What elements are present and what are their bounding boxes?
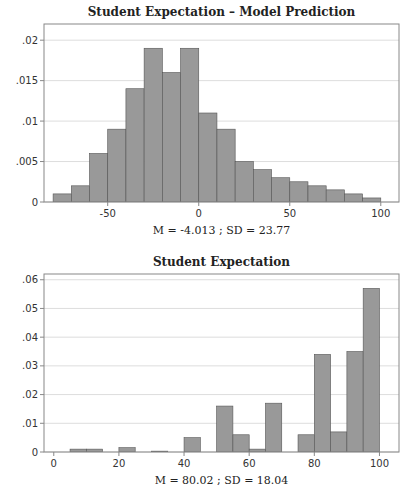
y-tick (40, 423, 44, 424)
x-tick (198, 202, 199, 206)
bar (217, 129, 235, 202)
bar (347, 352, 363, 452)
bar (119, 448, 135, 452)
y-tick-label: .04 (22, 332, 38, 343)
grid-line (44, 279, 399, 280)
y-tick (40, 202, 44, 203)
y-tick (40, 40, 44, 41)
y-tick-label: .02 (22, 35, 38, 46)
figure: 0 .005 .01 .015 .02 -50 0 50 100 Student Expectat… (0, 0, 411, 500)
x-tick (53, 452, 54, 456)
bar (108, 129, 126, 202)
bar (253, 170, 271, 202)
x-tick-label: -50 (100, 208, 116, 219)
y-tick (40, 279, 44, 280)
bar (126, 89, 144, 202)
bar (314, 354, 330, 452)
bar (217, 406, 233, 452)
plot-frame (44, 274, 399, 452)
bar (144, 48, 162, 202)
y-tick (40, 365, 44, 366)
x-tick-label: 50 (283, 208, 296, 219)
bar (308, 186, 326, 202)
x-tick-label: 80 (308, 458, 321, 469)
grid-line (44, 121, 399, 122)
panel: 0 .01 .02 .03 .04 .05 .06 0 20 40 60 80 100 Student E… (22, 255, 399, 487)
bars (53, 48, 381, 202)
x-tick-label: 100 (371, 208, 390, 219)
y-tick-label: 0 (32, 197, 38, 208)
bar (233, 435, 249, 452)
x-axis-label: M = 80.02 ; SD = 18.04 (155, 474, 289, 487)
bar (331, 432, 347, 452)
x-tick (249, 452, 250, 456)
panel: 0 .005 .01 .015 .02 -50 0 50 100 Student Expectat… (16, 5, 399, 237)
bar (184, 438, 200, 452)
plot-frame (44, 24, 399, 202)
x-tick (314, 452, 315, 456)
y-tick (40, 337, 44, 338)
y-tick (40, 80, 44, 81)
x-tick-label: 40 (178, 458, 191, 469)
x-tick-label: 100 (370, 458, 389, 469)
y-tick-label: 0 (32, 447, 38, 458)
bar (53, 194, 71, 202)
y-tick-label: .01 (22, 116, 38, 127)
grid-line (44, 394, 399, 395)
x-tick-label: 0 (51, 458, 57, 469)
bar (363, 198, 381, 202)
y-tick (40, 161, 44, 162)
y-tick-label: .02 (22, 389, 38, 400)
bar (290, 182, 308, 202)
bar (265, 403, 281, 452)
bar (298, 435, 314, 452)
y-tick-label: .03 (22, 360, 38, 371)
x-tick (118, 452, 119, 456)
bar (272, 178, 290, 202)
x-tick (184, 452, 185, 456)
x-tick (289, 202, 290, 206)
y-tick-label: .015 (16, 75, 38, 86)
bar (326, 190, 344, 202)
x-tick (379, 452, 380, 456)
y-tick-label: .06 (22, 274, 38, 285)
bars (70, 288, 379, 452)
y-tick (40, 121, 44, 122)
y-tick-label: .005 (16, 156, 38, 167)
bar (363, 288, 379, 452)
bar (344, 194, 362, 202)
y-tick-label: .01 (22, 418, 38, 429)
bar (199, 113, 217, 202)
bar (71, 186, 89, 202)
bar (235, 162, 253, 202)
grid-line (44, 337, 399, 338)
y-tick (40, 452, 44, 453)
bar (162, 73, 180, 202)
y-tick-label: .05 (22, 303, 38, 314)
x-tick (380, 202, 381, 206)
x-tick (107, 202, 108, 206)
grid-line (44, 40, 399, 41)
x-tick-label: 0 (196, 208, 202, 219)
grid-line (44, 80, 399, 81)
y-tick (40, 308, 44, 309)
bar (90, 153, 108, 202)
bar (181, 48, 199, 202)
x-axis-label: M = -4.013 ; SD = 23.77 (153, 224, 290, 237)
title: Student Expectation (153, 255, 290, 269)
grid-line (44, 365, 399, 366)
title: Student Expectation – Model Prediction (88, 5, 356, 19)
y-tick (40, 394, 44, 395)
x-tick-label: 20 (113, 458, 126, 469)
grid-line (44, 308, 399, 309)
x-tick-label: 60 (243, 458, 256, 469)
